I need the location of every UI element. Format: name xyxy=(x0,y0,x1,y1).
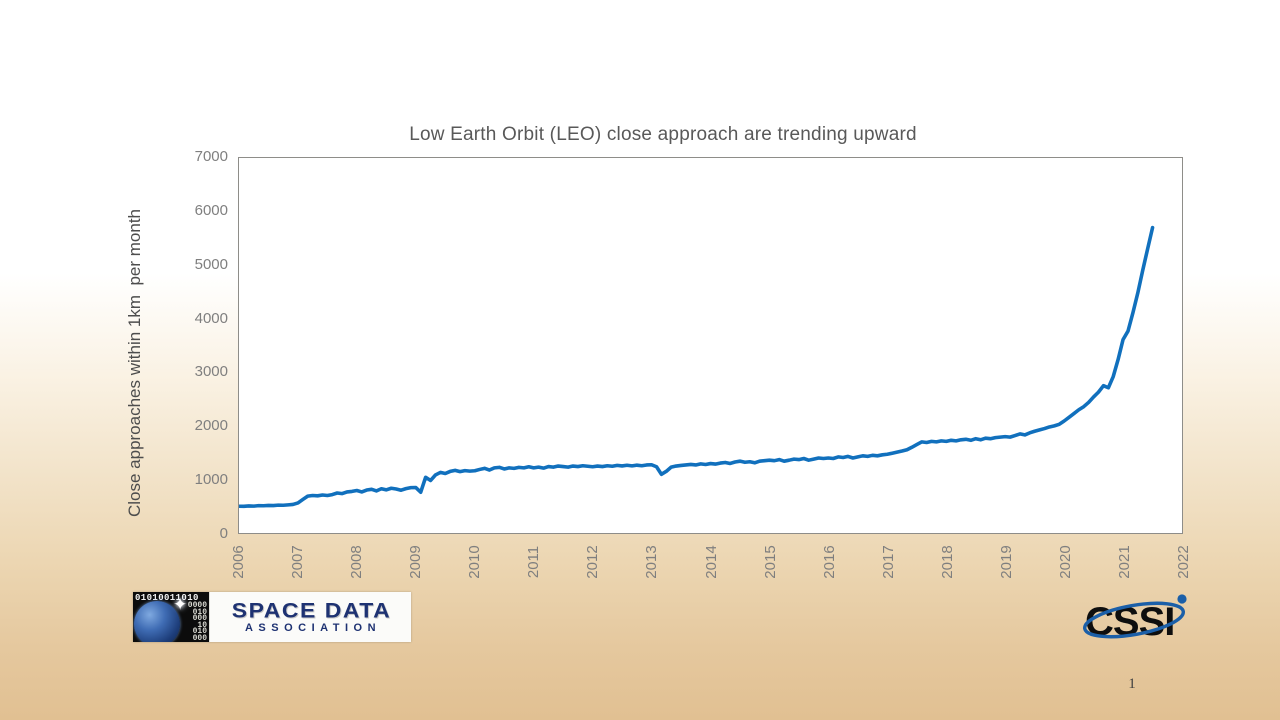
cssi-orbit-dot-icon xyxy=(1177,594,1187,604)
line-chart xyxy=(239,225,1155,509)
x-tick-label: 2007 xyxy=(288,545,306,579)
sda-binary-row: 10 xyxy=(197,620,207,630)
x-tick-label: 2008 xyxy=(347,545,365,579)
page-number: 1 xyxy=(1128,676,1136,692)
plot-area xyxy=(238,157,1183,534)
chart-title: Low Earth Orbit (LEO) close approach are… xyxy=(409,124,917,145)
x-tick-label: 2015 xyxy=(761,545,779,579)
y-tick-label: 5000 xyxy=(194,255,228,273)
y-tick-label: 0 xyxy=(219,525,228,542)
sda-binary-row: 0000 xyxy=(187,601,207,610)
y-tick-label: 2000 xyxy=(194,417,228,435)
sda-binary-row: 010 xyxy=(192,627,207,636)
x-tick-label: 2019 xyxy=(997,545,1015,579)
x-tick-label: 2006 xyxy=(229,545,247,579)
x-tick-label: 2016 xyxy=(820,545,838,579)
x-tick-label: 2012 xyxy=(583,545,601,579)
sda-binary-row: 010 xyxy=(192,607,207,617)
trend-line xyxy=(239,225,1155,509)
y-tick-label: 6000 xyxy=(194,201,228,219)
cssi-orbit-icon xyxy=(1082,601,1186,639)
x-tick-label: 2011 xyxy=(524,545,542,579)
x-tick-label: 2014 xyxy=(702,545,719,579)
globe-icon xyxy=(134,601,180,642)
x-tick-label: 2018 xyxy=(938,545,956,579)
x-tick-label: 2021 xyxy=(1115,545,1133,579)
sparkle-icon: ✦ xyxy=(173,595,188,614)
y-tick-label: 4000 xyxy=(194,309,228,327)
sda-wordmark: SPACE DATA ASSOCIATION xyxy=(209,592,411,642)
sda-subtitle-text: ASSOCIATION xyxy=(244,622,382,634)
y-axis-label: Close approaches within 1km per month xyxy=(125,208,144,518)
x-tick-label: 2013 xyxy=(642,545,660,579)
sda-binary-text: 01010011010 xyxy=(135,593,199,603)
y-tick-label: 3000 xyxy=(194,363,228,381)
x-tick-label: 2010 xyxy=(465,545,483,579)
sda-name-text: SPACE DATA xyxy=(231,598,392,622)
y-tick-label: 1000 xyxy=(194,471,228,489)
x-tick-label: 2022 xyxy=(1174,545,1192,579)
cssi-logo: CSSI xyxy=(1082,594,1187,644)
x-tick-label: 2009 xyxy=(406,545,424,579)
x-tick-label: 2017 xyxy=(879,545,897,579)
space-data-association-logo: 01010011010 0000 010 000 10 010 000 ✦ SPACE D… xyxy=(133,592,411,642)
x-tick-label: 2020 xyxy=(1056,545,1074,579)
sda-globe-icon: 01010011010 0000 010 000 10 010 000 ✦ xyxy=(133,592,209,642)
sda-binary-row: 000 xyxy=(192,633,207,642)
y-tick-label: 7000 xyxy=(194,148,228,165)
sda-binary-column: 0000 010 000 10 010 000 xyxy=(187,601,207,642)
sda-binary-row: 000 xyxy=(192,614,207,623)
